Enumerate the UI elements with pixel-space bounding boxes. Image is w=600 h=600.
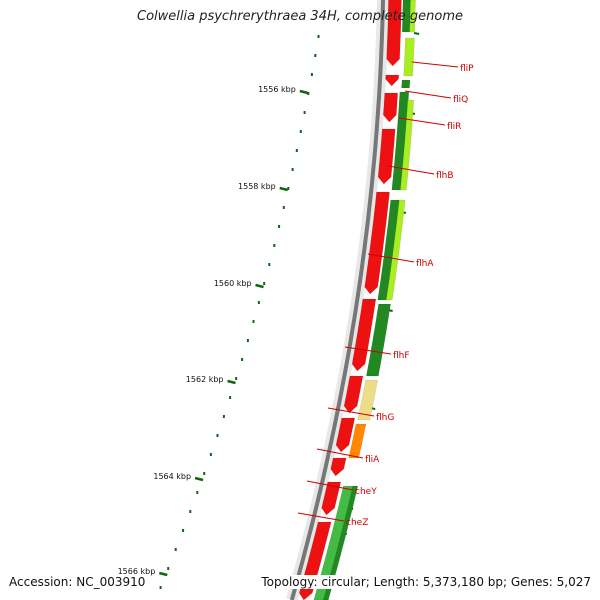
minor-tick — [310, 73, 313, 76]
ruler-label: 1564 kbp — [153, 472, 191, 481]
gene-leader-line — [367, 253, 415, 263]
minor-tick — [268, 263, 271, 266]
forward-gene-arrow — [386, 0, 402, 67]
gene-label-flhB[interactable]: flhB — [436, 171, 454, 181]
minor-tick — [263, 282, 266, 285]
forward-gene-arrow — [321, 481, 342, 516]
minor-tick — [209, 453, 212, 456]
minor-tick — [257, 301, 260, 304]
ruler-label: 1560 kbp — [214, 279, 252, 288]
forward-gene-arrow — [351, 298, 377, 372]
ruler-major-tick — [158, 571, 168, 577]
minor-tick — [196, 491, 199, 494]
gene-leader-line — [344, 346, 392, 355]
ruler-major-tick — [227, 379, 236, 385]
minor-tick — [246, 339, 249, 342]
minor-tick — [314, 54, 317, 57]
minor-tick — [299, 130, 302, 133]
gene-label-cheZ[interactable]: cheZ — [346, 518, 368, 528]
reverse-gene-block — [323, 485, 359, 600]
forward-gene-arrow — [330, 457, 347, 477]
minor-tick — [182, 529, 185, 532]
ruler-label: 1562 kbp — [186, 375, 224, 384]
gene-label-flhG[interactable]: flhG — [376, 413, 394, 423]
minor-tick — [167, 567, 170, 570]
ruler-major-tick — [255, 283, 264, 289]
reverse-gene-block — [400, 99, 415, 191]
gene-leader-line — [316, 448, 364, 459]
minor-tick — [216, 434, 219, 437]
ruler-major-tick — [279, 186, 289, 192]
forward-gene-arrow — [383, 92, 398, 123]
genome-summary-text: Topology: circular; Length: 5,373,180 bp… — [257, 575, 591, 589]
gene-label-flhF[interactable]: flhF — [393, 351, 410, 361]
minor-tick — [189, 510, 192, 513]
minor-tick — [303, 111, 306, 114]
gene-leader-line — [411, 61, 459, 68]
minor-tick — [295, 149, 298, 152]
genome-backbone — [286, 0, 389, 600]
reverse-gene-block — [385, 199, 406, 301]
reverse-strand-genes — [313, 0, 416, 600]
gene-leader-line — [297, 512, 345, 522]
reverse-gene-block — [366, 303, 391, 377]
minor-tick — [282, 206, 285, 209]
minor-tick — [203, 472, 206, 475]
minor-tick — [174, 548, 177, 551]
ruler-label: 1566 kbp — [118, 567, 156, 576]
reverse-gene-block — [409, 0, 416, 33]
forward-gene-arrow — [364, 191, 390, 295]
ruler-major-tick — [194, 476, 204, 482]
minor-tick — [241, 358, 244, 361]
forward-strand-genes — [299, 0, 402, 600]
minor-tick — [291, 168, 294, 171]
gene-labels: fliP fliQ fliR flhB flhA flhF flhG fliA cheY cheZ — [297, 61, 474, 528]
gene-leader-line — [404, 90, 452, 99]
reverse-gene-block — [348, 423, 367, 459]
map-title: Colwellia psychrerythraea 34H, complete … — [137, 9, 463, 24]
minor-tick — [222, 415, 225, 418]
gene-label-fliP[interactable]: fliP — [460, 64, 474, 74]
minor-tick — [287, 187, 290, 190]
minor-tick — [273, 244, 276, 247]
backbone-line — [289, 0, 385, 600]
minor-tick — [278, 225, 281, 228]
reverse-gene-block — [401, 79, 411, 89]
minor-tick — [252, 320, 255, 323]
ruler-major-tick — [299, 89, 309, 95]
gene-label-fliQ[interactable]: fliQ — [453, 95, 468, 105]
ruler-label: 1556 kbp — [258, 85, 296, 94]
gene-label-cheY[interactable]: cheY — [355, 487, 377, 497]
reverse-gene-block — [403, 37, 415, 77]
minor-tick — [235, 377, 238, 380]
forward-gene-arrow — [335, 417, 356, 453]
forward-gene-arrow — [377, 128, 396, 185]
ruler-label: 1558 kbp — [238, 182, 276, 191]
gene-label-fliR[interactable]: fliR — [447, 122, 461, 132]
minor-tick-dots — [159, 35, 320, 589]
forward-gene-arrow — [343, 375, 364, 414]
gene-leader-line — [306, 480, 354, 491]
minor-tick — [229, 396, 232, 399]
minor-tick — [307, 92, 310, 95]
minor-tick — [159, 586, 162, 589]
accession-text: Accession: NC_003910 — [9, 575, 150, 589]
gene-leader-line — [387, 165, 435, 175]
forward-gene-arrow — [385, 74, 400, 87]
reverse-gene-block — [357, 379, 378, 421]
gene-leader-line — [398, 117, 446, 126]
gene-label-flhA[interactable]: flhA — [416, 259, 434, 269]
gene-leader-line — [327, 407, 375, 417]
gene-label-fliA[interactable]: fliA — [365, 455, 380, 465]
minor-tick — [317, 35, 320, 38]
